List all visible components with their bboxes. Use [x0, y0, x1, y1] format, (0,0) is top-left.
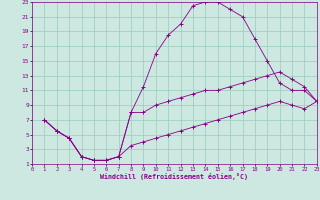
X-axis label: Windchill (Refroidissement éolien,°C): Windchill (Refroidissement éolien,°C) [100, 173, 248, 180]
